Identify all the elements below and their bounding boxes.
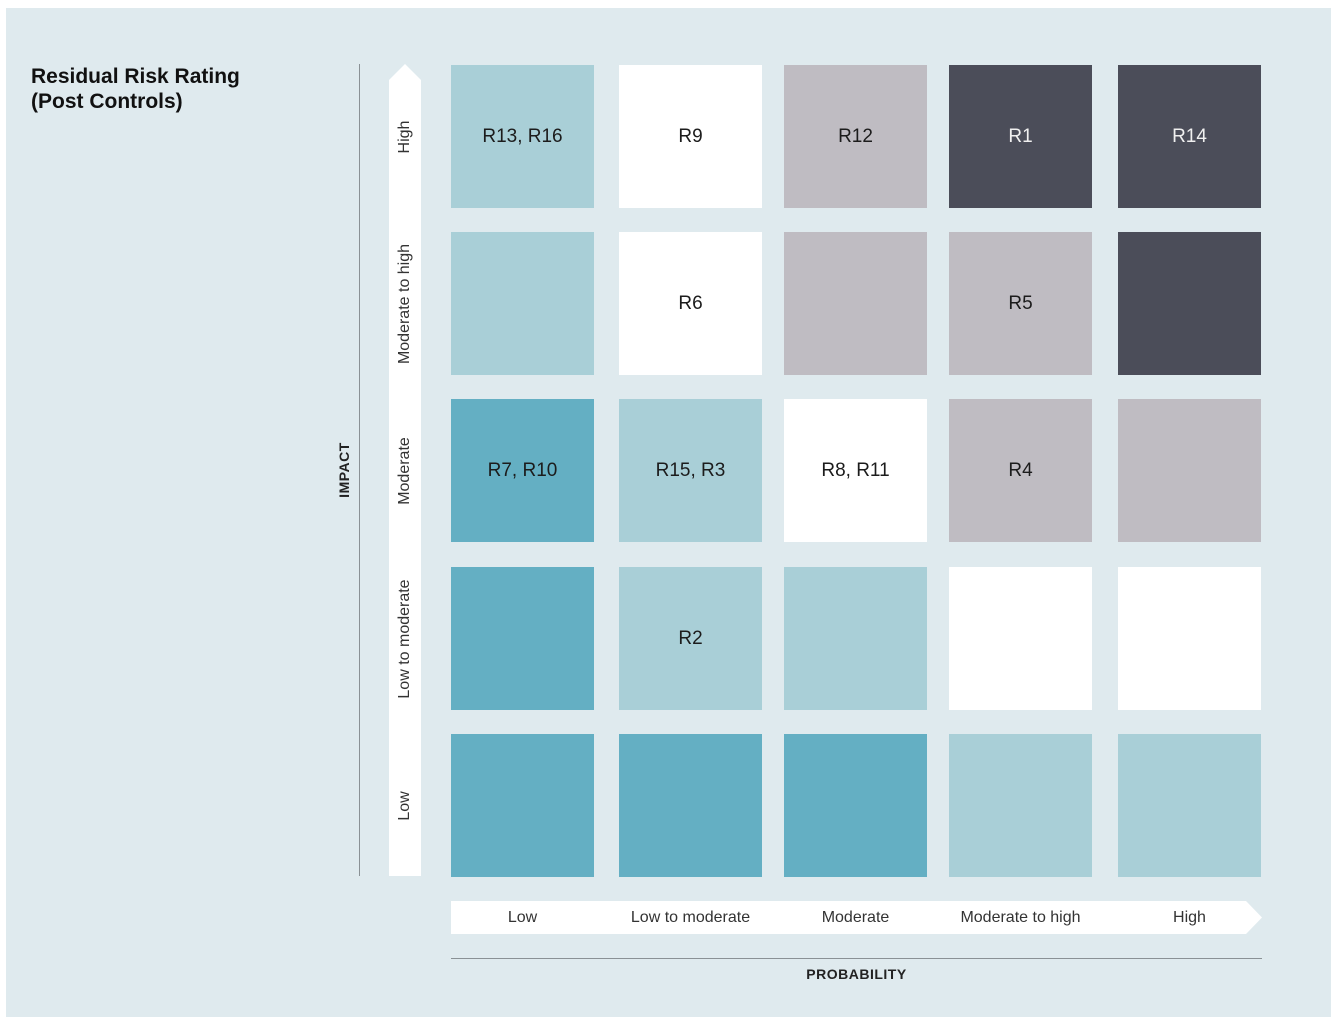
- probability-tick-label: Low to moderate: [630, 908, 751, 926]
- risk-cell: [949, 567, 1092, 710]
- risk-cell: R2: [619, 567, 762, 710]
- risk-cell: R1: [949, 65, 1092, 208]
- impact-tick-label-text: High: [396, 120, 413, 153]
- probability-axis-line: [451, 958, 1262, 959]
- risk-cell: [451, 232, 594, 375]
- risk-cell: [949, 734, 1092, 877]
- probability-tick-label: Low: [507, 908, 538, 926]
- risk-cell: R8, R11: [784, 399, 927, 542]
- risk-cell: R13, R16: [451, 65, 594, 208]
- risk-cell: [1118, 232, 1261, 375]
- probability-arrow: [451, 901, 1262, 934]
- impact-arrow: [389, 64, 421, 876]
- impact-tick-label-text: Low: [396, 790, 413, 821]
- probability-axis-label: PROBABILITY: [806, 966, 907, 982]
- risk-cell: R6: [619, 232, 762, 375]
- chart-title: Residual Risk Rating (Post Controls): [31, 64, 291, 114]
- risk-cell: [784, 567, 927, 710]
- impact-tick-label-text: Moderate: [396, 436, 413, 505]
- impact-axis-line: [359, 64, 360, 876]
- probability-tick-label: Moderate to high: [960, 908, 1081, 926]
- impact-tick-label-text: Moderate to high: [396, 243, 413, 364]
- risk-cell: R12: [784, 65, 927, 208]
- title-line-1: Residual Risk Rating: [31, 65, 240, 88]
- risk-cell: R9: [619, 65, 762, 208]
- risk-cell: R15, R3: [619, 399, 762, 542]
- risk-cell: [1118, 567, 1261, 710]
- risk-cell: [1118, 734, 1261, 877]
- impact-tick-label-text: Low to moderate: [396, 578, 413, 699]
- risk-cell: [784, 734, 927, 877]
- risk-cell: [451, 567, 594, 710]
- probability-tick-label: Moderate: [821, 908, 890, 926]
- risk-cell: R5: [949, 232, 1092, 375]
- risk-cell: [784, 232, 927, 375]
- risk-cell: R7, R10: [451, 399, 594, 542]
- title-line-2: (Post Controls): [31, 90, 183, 113]
- risk-cell: R14: [1118, 65, 1261, 208]
- probability-tick-label: High: [1173, 908, 1206, 926]
- risk-cell: [451, 734, 594, 877]
- impact-axis-label-text: IMPACT: [336, 442, 352, 498]
- risk-cell: [1118, 399, 1261, 542]
- risk-cell: R4: [949, 399, 1092, 542]
- risk-cell: [619, 734, 762, 877]
